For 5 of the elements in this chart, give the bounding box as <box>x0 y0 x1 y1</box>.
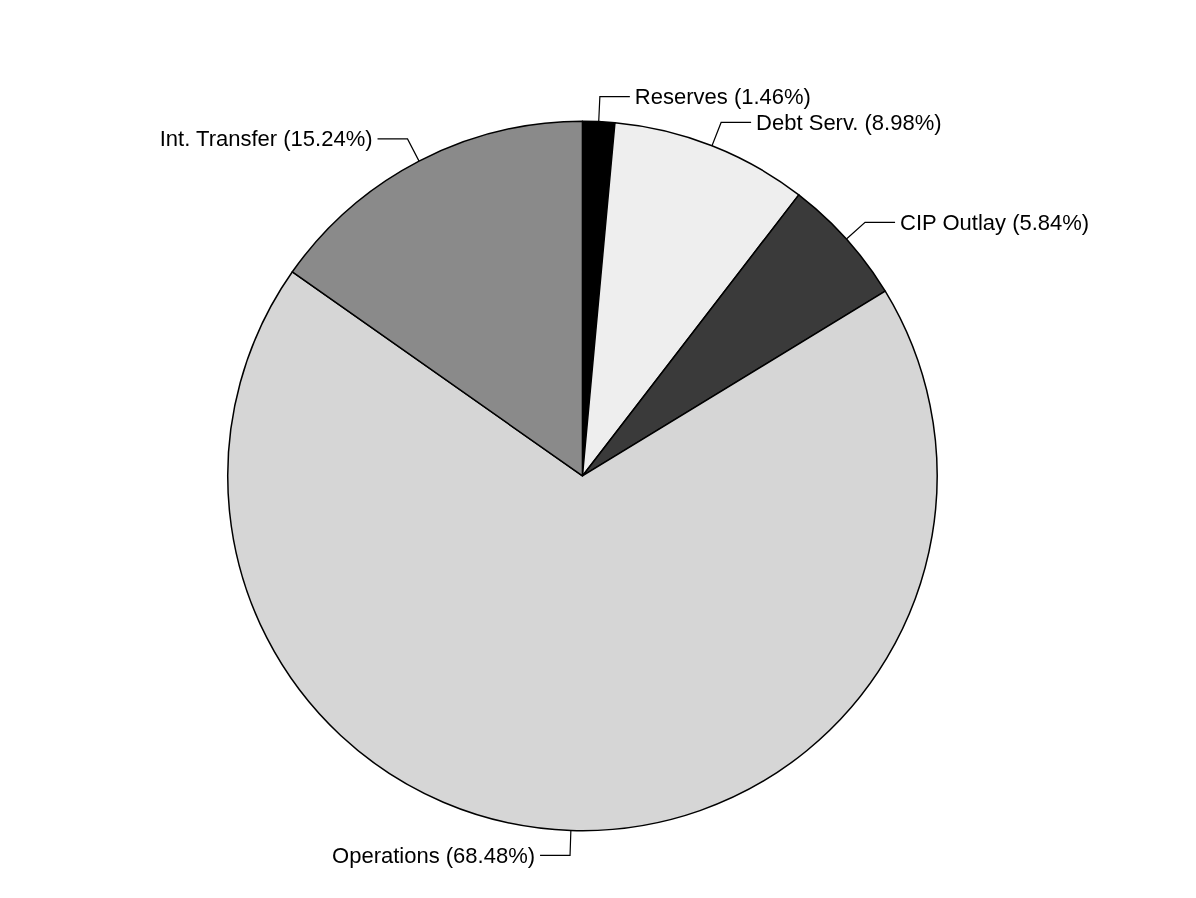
slice-label: Reserves (1.46%) <box>634 84 811 110</box>
slice-label: Operations (68.48%) <box>332 842 536 868</box>
slice-label: CIP Outlay (5.84%) <box>900 209 1090 235</box>
slice-label: Debt Serv. (8.98%) <box>756 109 942 135</box>
slice-label: Int. Transfer (15.24%) <box>159 126 373 152</box>
